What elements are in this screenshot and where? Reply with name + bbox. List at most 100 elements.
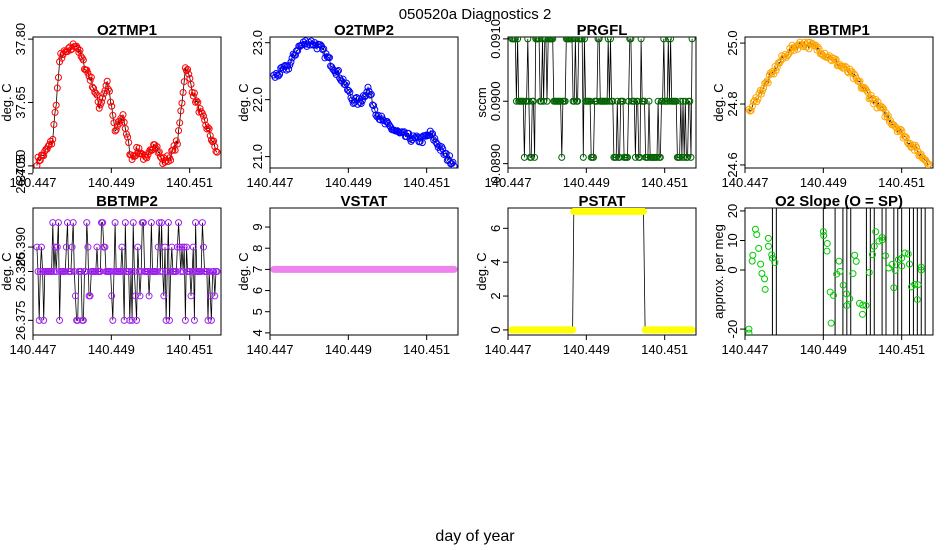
y-axis-label: deg. C — [0, 83, 14, 121]
data-point — [125, 139, 133, 147]
data-point — [917, 266, 925, 274]
data-point — [197, 108, 205, 116]
data-point — [574, 97, 582, 105]
data-point — [745, 325, 753, 333]
data-point — [749, 251, 757, 259]
data-point — [823, 247, 831, 255]
data-point — [911, 280, 919, 288]
data-point — [446, 152, 454, 160]
data-point — [171, 146, 179, 154]
data-point — [364, 83, 372, 91]
series-line — [36, 42, 218, 166]
data-point — [842, 290, 850, 298]
data-point — [48, 268, 56, 275]
data-point — [139, 219, 147, 227]
data-point — [914, 281, 922, 289]
data-point — [193, 97, 201, 105]
data-point — [69, 219, 77, 227]
data-point — [385, 121, 393, 129]
data-point — [136, 292, 144, 300]
data-point — [143, 154, 151, 162]
data-point — [887, 117, 895, 125]
data-point — [653, 153, 661, 161]
data-point — [514, 37, 522, 43]
data-point — [859, 310, 866, 318]
data-point — [206, 292, 214, 300]
data-point — [874, 98, 882, 106]
data-point — [637, 37, 645, 43]
data-point — [527, 153, 535, 161]
data-point — [925, 160, 933, 168]
data-point — [829, 291, 837, 299]
data-point — [56, 316, 64, 324]
data-point — [162, 316, 170, 324]
plot-frame — [744, 36, 934, 169]
data-point — [179, 88, 187, 96]
data-point — [116, 119, 124, 127]
data-point — [664, 37, 672, 43]
data-point — [570, 97, 578, 105]
data-point — [811, 42, 819, 50]
data-point — [543, 97, 551, 105]
data-point — [449, 158, 457, 166]
data-point — [92, 268, 100, 275]
y-tick-label: 5 — [250, 308, 265, 315]
data-point — [95, 104, 103, 112]
data-point — [557, 97, 565, 105]
data-point — [568, 37, 576, 43]
y-tick-label: 7 — [250, 266, 265, 273]
data-point — [878, 236, 886, 244]
data-point — [917, 150, 925, 158]
data-point — [325, 54, 333, 62]
x-tick-label: 140.447 — [722, 342, 769, 357]
data-point — [748, 102, 756, 110]
data-point — [676, 153, 684, 161]
data-point — [156, 153, 164, 161]
data-point — [109, 316, 117, 324]
data-point — [917, 263, 925, 271]
x-tick-label: 140.449 — [88, 175, 135, 190]
data-point — [192, 219, 200, 227]
x-tick-label: 140.449 — [325, 175, 372, 190]
data-point — [67, 268, 75, 275]
data-point — [865, 268, 873, 276]
plot-frame — [744, 207, 934, 336]
series-line — [36, 222, 218, 321]
data-point — [87, 73, 95, 81]
data-point — [631, 153, 639, 161]
data-point — [173, 243, 181, 251]
data-point — [137, 149, 145, 157]
data-point — [897, 126, 905, 134]
chart-panels: O2TMP1 deg. C 140.447 140.449 140.451 37.50 37… — [0, 19, 934, 357]
data-point — [872, 228, 880, 236]
data-point — [835, 257, 843, 265]
y-tick-label: 21.0 — [250, 144, 265, 169]
data-point — [764, 234, 772, 242]
x-tick-label: 140.451 — [403, 342, 450, 357]
data-point — [128, 316, 136, 324]
data-point — [129, 152, 137, 160]
y-tick-label: 4 — [488, 259, 503, 266]
data-point — [84, 69, 92, 77]
data-point — [187, 80, 195, 88]
data-point — [99, 94, 107, 102]
data-point — [50, 268, 58, 275]
data-point — [93, 243, 101, 251]
data-point — [901, 133, 909, 141]
data-point — [112, 126, 120, 134]
data-point — [211, 292, 219, 300]
data-point — [109, 111, 117, 119]
data-point — [862, 302, 870, 310]
data-point — [843, 301, 851, 309]
data-point — [207, 316, 215, 324]
data-point — [129, 219, 137, 227]
data-point — [79, 316, 87, 324]
panel-pstat: PSTAT deg. C 140.447 140.449 140.451 0 2 4 6 — [474, 193, 697, 357]
data-point — [798, 42, 806, 50]
data-point — [898, 262, 906, 270]
data-point — [757, 260, 765, 268]
data-point — [84, 243, 92, 251]
data-point — [145, 292, 153, 300]
data-point — [181, 316, 189, 324]
data-point — [772, 66, 780, 74]
